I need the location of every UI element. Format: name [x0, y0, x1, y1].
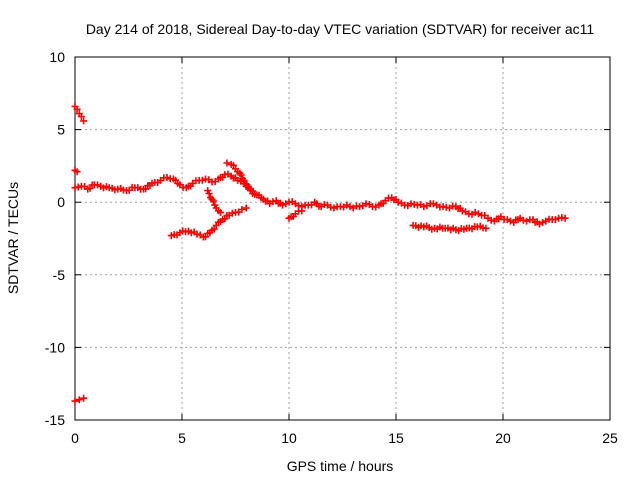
x-tick-labels: 0 5 10 15 20 25 — [71, 430, 618, 446]
data-point — [535, 220, 543, 228]
data-point — [75, 396, 83, 404]
y-tick-label: -10 — [45, 339, 65, 355]
data-point — [237, 171, 245, 179]
data-point — [471, 208, 479, 216]
x-tick-label: 10 — [281, 430, 297, 446]
data-point — [240, 176, 248, 184]
x-tick-label: 20 — [495, 430, 511, 446]
data-point — [80, 394, 88, 402]
data-point — [507, 217, 514, 225]
data-point — [242, 204, 250, 212]
data-point — [71, 397, 79, 405]
data-point — [429, 200, 437, 208]
x-tick-label: 0 — [71, 430, 79, 446]
series-early-high — [71, 102, 88, 125]
data-point — [223, 159, 231, 167]
data-point — [94, 181, 101, 189]
x-tick-label: 25 — [602, 430, 618, 446]
data-point — [561, 214, 569, 222]
series-early-spike — [71, 166, 81, 176]
data-point — [330, 204, 338, 212]
data-point — [420, 203, 428, 211]
data-point — [343, 201, 351, 209]
data-point — [249, 190, 257, 197]
y-tick-label: -5 — [53, 267, 66, 283]
data-point — [482, 224, 490, 232]
data-point — [269, 198, 277, 206]
data-point — [346, 203, 354, 211]
y-tick-label: 5 — [57, 122, 65, 138]
data-point — [394, 198, 402, 206]
data-point — [282, 200, 290, 208]
data-point — [209, 197, 217, 205]
data-point — [210, 225, 218, 233]
y-tick-label: 10 — [49, 49, 65, 65]
series-mid-dip — [285, 207, 306, 222]
data-point — [279, 201, 287, 209]
series-lower-branch — [409, 221, 490, 235]
plot-frame — [74, 56, 611, 421]
data-point — [193, 230, 201, 238]
data-point — [298, 207, 306, 215]
data-point — [551, 216, 559, 223]
data-point — [73, 105, 81, 113]
data-point — [205, 190, 213, 197]
x-tick-label: 15 — [388, 430, 404, 446]
data-point — [503, 216, 511, 224]
series-peak-branch — [223, 159, 257, 197]
data-points — [71, 102, 569, 405]
grid-lines — [75, 57, 610, 420]
y-tick-labels: -15 -10 -5 0 5 10 — [45, 49, 65, 428]
y-tick-label: 0 — [57, 194, 65, 210]
y-axis-label: SDTVAR / TECUs — [5, 182, 21, 294]
data-point — [487, 216, 495, 224]
data-point — [519, 216, 527, 224]
data-point — [198, 176, 206, 184]
x-axis-label: GPS time / hours — [287, 458, 394, 474]
series-rising-branch — [167, 204, 250, 241]
data-point — [73, 168, 81, 176]
series-main-track — [71, 170, 569, 228]
x-tick-label: 5 — [178, 430, 186, 446]
axis-ticks — [74, 56, 611, 421]
data-point — [217, 208, 224, 216]
chart-title: Day 214 of 2018, Sidereal Day-to-day VTE… — [86, 21, 595, 37]
data-point — [356, 203, 364, 211]
data-point — [238, 206, 246, 213]
series-early-low — [71, 394, 88, 405]
y-tick-label: -15 — [45, 412, 65, 428]
data-point — [163, 174, 171, 181]
data-point — [77, 113, 85, 120]
data-point — [474, 210, 482, 218]
series-down-branch — [204, 187, 224, 216]
data-point — [458, 207, 466, 215]
data-point — [80, 117, 88, 125]
data-point — [523, 217, 530, 225]
data-point — [539, 219, 547, 226]
data-point — [234, 176, 242, 184]
